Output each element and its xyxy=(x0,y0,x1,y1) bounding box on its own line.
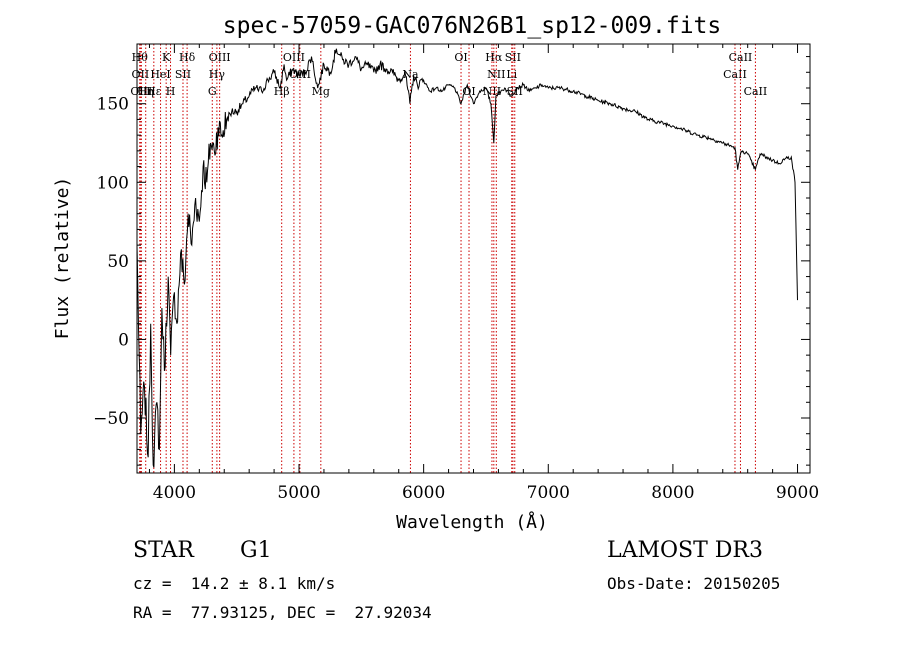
coordinates: RA = 77.93125, DEC = 27.92034 xyxy=(133,603,432,622)
line-label: OI xyxy=(454,51,467,64)
plot-frame xyxy=(136,43,811,474)
object-class: STAR xyxy=(133,538,194,563)
y-tick-label: 0 xyxy=(118,330,129,350)
y-axis-ticks: −50 0 50 100 150 xyxy=(93,56,810,466)
line-label: SII xyxy=(505,51,521,64)
line-label: G xyxy=(208,85,217,98)
y-tick-label: 150 xyxy=(97,95,129,115)
line-label: Hβ xyxy=(274,85,290,98)
line-label: Hθ xyxy=(132,51,149,64)
spectrum-series xyxy=(136,48,798,468)
y-tick-label: 50 xyxy=(107,252,129,272)
x-tick-label: 5000 xyxy=(277,483,320,503)
x-tick-label: 8000 xyxy=(651,483,694,503)
line-label: SII xyxy=(175,68,191,81)
spectrum-line xyxy=(136,48,798,468)
line-label: NII xyxy=(487,68,505,81)
line-label: H xyxy=(166,85,176,98)
line-label: OIII xyxy=(209,51,231,64)
line-label: HeI xyxy=(150,68,170,81)
survey-name: LAMOST DR3 xyxy=(607,538,763,563)
line-label: NII xyxy=(483,85,501,98)
line-label: OIII xyxy=(130,85,152,98)
redshift-readout: cz = 14.2 ± 8.1 km/s xyxy=(133,574,336,593)
x-tick-label: 9000 xyxy=(776,483,819,503)
x-tick-label: 7000 xyxy=(527,483,570,503)
line-label: Hγ xyxy=(209,68,226,81)
line-label: Mg xyxy=(312,85,330,98)
line-label: Hε xyxy=(146,85,162,98)
line-label: Li xyxy=(506,68,517,81)
x-axis-label: Wavelength (Å) xyxy=(396,511,548,533)
line-label: CaII xyxy=(744,85,768,98)
y-tick-label: −50 xyxy=(93,409,129,429)
line-label: CaII xyxy=(723,68,747,81)
line-label: Hα xyxy=(485,51,503,64)
y-axis-label: Flux (relative) xyxy=(52,177,73,340)
line-label: OIII xyxy=(283,51,305,64)
object-subclass: G1 xyxy=(240,538,272,563)
line-label: K xyxy=(162,51,171,64)
x-axis-ticks: 4000 5000 6000 7000 8000 9000 xyxy=(148,44,819,503)
line-label: Hδ xyxy=(179,51,196,64)
line-label: Hη xyxy=(138,85,154,98)
x-tick-label: 4000 xyxy=(153,483,196,503)
line-label: CaII xyxy=(729,51,753,64)
x-tick-label: 6000 xyxy=(402,483,445,503)
emission-line-markers: HθOIIOIIIHηHεHeIKHSIIHδGHγOIIIHβOIIIOIII… xyxy=(130,44,767,473)
line-label: OII xyxy=(132,68,150,81)
y-tick-label: 100 xyxy=(97,173,129,193)
obs-date: Obs-Date: 20150205 xyxy=(607,574,781,593)
chart-title: spec-57059-GAC076N26B1_sp12-009.fits xyxy=(223,13,722,39)
